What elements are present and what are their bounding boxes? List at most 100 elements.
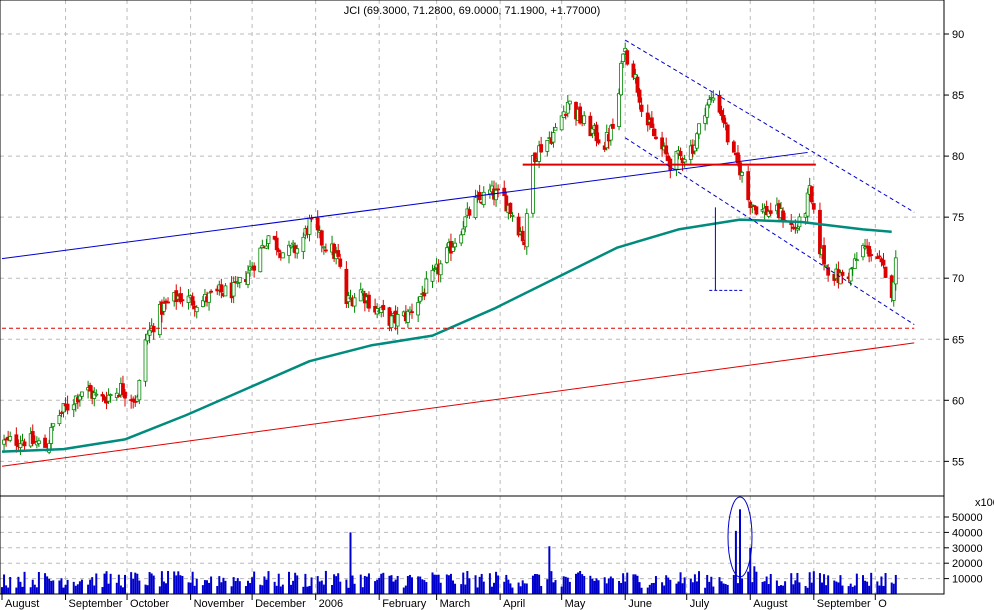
volume-bar: [425, 582, 428, 594]
volume-bar: [480, 573, 483, 594]
candle-body: [664, 145, 669, 155]
candle-body: [280, 252, 285, 259]
volume-frame: [0, 495, 945, 595]
volume-bar: [136, 573, 139, 594]
volume-bar: [632, 574, 635, 594]
volume-bar: [521, 580, 524, 594]
volume-bar: [777, 585, 780, 594]
candle-body: [18, 443, 23, 448]
volume-bar: [124, 574, 126, 594]
candle-body: [438, 263, 443, 276]
candle-body: [157, 304, 162, 336]
volume-bar: [808, 572, 811, 594]
chart-title: JCI (69.3000, 71.2800, 69.0000, 71.1900,…: [344, 5, 601, 17]
candle-body: [37, 440, 41, 445]
candle-body: [764, 206, 769, 216]
month-label: September: [817, 598, 871, 610]
volume-bar: [396, 575, 399, 594]
volume-bar: [593, 580, 596, 594]
volume-bar: [603, 577, 606, 594]
volume-bar: [187, 582, 190, 594]
candle-body: [682, 158, 687, 163]
volume-bar: [849, 583, 852, 594]
candle-body: [131, 398, 136, 402]
candle-body: [559, 115, 564, 131]
candle-body: [207, 292, 211, 303]
volume-bar: [181, 575, 184, 594]
volume-bar: [277, 573, 280, 594]
price-tick-label: 80: [952, 151, 964, 163]
candle-body: [323, 249, 328, 252]
volume-bar: [780, 585, 782, 594]
volume-bar: [203, 580, 206, 594]
volume-bar: [173, 571, 176, 594]
volume-bar: [638, 582, 641, 594]
candle-body: [8, 436, 13, 441]
volume-bar: [259, 584, 262, 594]
candle-body: [496, 188, 501, 191]
candle-body: [416, 302, 421, 316]
candle-body: [276, 249, 281, 253]
candle-body: [510, 214, 515, 217]
candle-body: [516, 216, 521, 236]
candle-body: [315, 217, 320, 231]
volume-bar: [784, 581, 787, 594]
volume-bar: [162, 581, 165, 594]
candle-body: [883, 266, 888, 278]
candle-body: [707, 99, 712, 106]
volume-bar: [466, 570, 469, 594]
candle-body: [147, 329, 152, 336]
volume-bar: [747, 571, 750, 594]
volume-bar: [669, 579, 672, 594]
volume-bar: [765, 576, 768, 594]
volume-bar: [367, 573, 370, 594]
volume-bar: [134, 572, 137, 594]
candle-body: [319, 230, 324, 246]
volume-bar: [769, 573, 772, 594]
candle-body: [338, 258, 343, 267]
volume-bar: [534, 574, 536, 594]
candle-body: [719, 110, 724, 116]
volume-bar: [107, 583, 110, 594]
candle-body: [822, 245, 826, 265]
volume-bar: [292, 580, 295, 594]
volume-bar: [566, 577, 569, 594]
volume-bar: [736, 583, 739, 594]
candle-body: [71, 404, 76, 411]
volume-bar: [9, 577, 12, 594]
candle-body: [274, 237, 279, 251]
volume-bar: [798, 582, 801, 594]
price-tick-label: 65: [952, 334, 964, 346]
candle-body: [14, 434, 19, 446]
candle-body: [863, 246, 867, 249]
volume-bar: [497, 575, 500, 594]
candle-body: [102, 396, 107, 401]
volume-bar: [236, 578, 239, 594]
volume-bar: [835, 581, 838, 594]
candle-body: [289, 245, 293, 248]
candle-body: [104, 399, 109, 404]
volume-bar: [433, 574, 436, 594]
candle-body: [358, 289, 363, 302]
volume-bar: [851, 586, 854, 594]
volume-bar: [66, 579, 69, 594]
volume-bar: [60, 578, 63, 594]
volume-bar: [15, 587, 18, 594]
volume-bar: [281, 584, 284, 594]
volume-bar: [439, 582, 442, 594]
volume-bar: [511, 587, 514, 594]
candle-body: [223, 285, 228, 297]
volume-bar: [349, 532, 352, 594]
volume-bar: [796, 572, 799, 594]
candle-body: [30, 431, 35, 444]
volume-bar: [548, 546, 551, 594]
volume-bar: [464, 584, 467, 594]
volume-bar: [591, 578, 594, 594]
candle-body: [180, 299, 185, 302]
volume-bar: [7, 587, 10, 594]
volume-bar: [288, 571, 290, 594]
candle-body: [467, 209, 472, 216]
volume-bar: [695, 581, 698, 594]
candle-body: [645, 112, 650, 126]
